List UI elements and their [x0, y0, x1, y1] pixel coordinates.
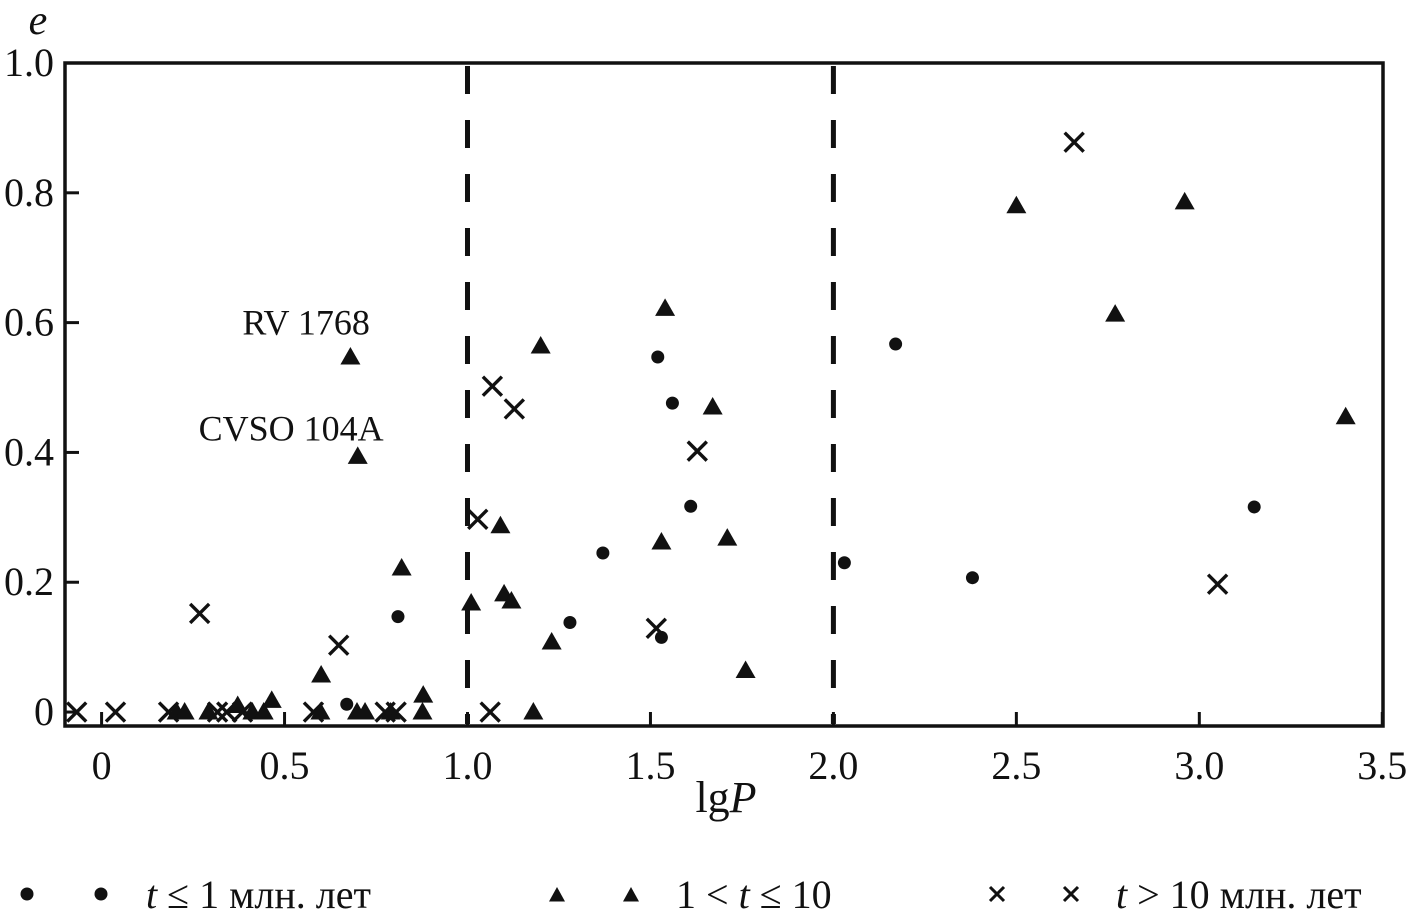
data-point-triangle — [227, 695, 248, 714]
plot-canvas: 0 0.5 1.0 1.5 2.0 2.5 3.0 3.500.20.40.60.81.0el… — [4, 0, 1407, 822]
plot-frame — [63, 61, 1385, 728]
data-point-triangle — [355, 702, 376, 720]
data-point-triangle — [412, 702, 433, 720]
data-point-triangle — [651, 531, 672, 550]
x-tick-label: 2.0 — [808, 743, 858, 788]
y-tick-label: 0.6 — [4, 300, 54, 345]
y-tick-label: 0.8 — [4, 170, 54, 215]
y-tick-label: 0.4 — [4, 429, 54, 474]
legend-label: 1 < t ≤ 10 — [676, 871, 832, 917]
data-point-triangle — [1105, 304, 1126, 322]
data-point-triangle — [1335, 406, 1356, 425]
data-point-circle — [651, 350, 665, 364]
triangle-marker-icon — [623, 887, 639, 902]
data-point-circle — [391, 610, 405, 624]
data-point-cross — [479, 701, 501, 723]
circle-marker-icon — [20, 887, 34, 901]
data-point-triangle — [340, 347, 361, 365]
data-point-cross — [157, 701, 180, 723]
x-tick-label: 1.0 — [442, 743, 492, 788]
data-point-circle — [654, 630, 668, 644]
data-point-triangle — [461, 593, 482, 611]
data-point-triangle — [523, 702, 544, 720]
data-point-triangle — [253, 702, 274, 720]
legend-label: t > 10 млн. лет — [1116, 871, 1362, 917]
data-point-circle — [665, 396, 679, 410]
data-point-circle — [965, 571, 979, 585]
data-point-cross — [206, 701, 229, 723]
legend-label: t ≤ 1 млн. лет — [146, 871, 371, 917]
data-point-cross — [1063, 131, 1085, 153]
y-tick-label: 0.2 — [4, 559, 54, 604]
legend-item-young: t ≤ 1 млн. лет — [16, 868, 371, 920]
data-point-triangle — [1006, 195, 1027, 214]
data-point-cross — [231, 701, 254, 723]
x-tick-label: 1.5 — [625, 743, 675, 788]
data-point-circle — [889, 337, 903, 351]
x-tick-label: 3.0 — [1174, 743, 1224, 788]
data-point-cross — [481, 375, 504, 397]
data-point-triangle — [413, 685, 434, 703]
legend: t ≤ 1 млн. лет 1 < t ≤ 10 t > 10 млн. ле… — [0, 868, 1408, 920]
data-point-cross — [302, 701, 325, 723]
data-point-triangle — [174, 702, 195, 720]
data-point-circle — [684, 499, 698, 513]
legend-item-old: t > 10 млн. лет — [986, 868, 1362, 920]
data-point-triangle — [717, 528, 738, 546]
data-point-triangle — [501, 591, 522, 609]
data-point-cross — [503, 398, 526, 420]
data-point-circle — [563, 615, 577, 629]
data-point-triangle — [702, 396, 723, 415]
data-point-cross — [467, 508, 489, 530]
data-point-triangle — [655, 298, 676, 316]
data-point-circle — [837, 556, 851, 570]
data-point-triangle — [541, 631, 562, 650]
data-point-cross — [645, 617, 668, 640]
y-tick-label: 1.0 — [4, 40, 54, 85]
data-point-cross — [188, 602, 211, 625]
data-point-triangle — [530, 335, 551, 354]
triangle-marker-icon — [549, 887, 565, 902]
data-point-triangle — [261, 690, 282, 708]
circle-marker-icon — [94, 887, 108, 901]
data-point-circle — [340, 697, 354, 711]
data-point-cross — [66, 701, 88, 723]
data-point-triangle — [735, 660, 756, 679]
y-tick-label: 0 — [34, 689, 54, 734]
cross-marker-icon — [988, 885, 1006, 903]
data-point-triangle — [311, 665, 332, 683]
data-point-cross — [1206, 573, 1229, 595]
annotation-label: RV 1768 — [242, 303, 369, 343]
data-point-cross — [686, 440, 708, 462]
data-point-triangle — [490, 515, 511, 534]
data-point-cross — [104, 701, 127, 723]
x-axis-title: lgP — [695, 773, 756, 822]
data-point-cross — [327, 634, 350, 656]
data-point-triangle — [380, 702, 401, 720]
cross-marker-icon — [1062, 885, 1080, 903]
legend-item-mid: 1 < t ≤ 10 — [546, 868, 832, 920]
x-tick-label: 0.5 — [260, 743, 310, 788]
x-tick-label: 3.5 — [1357, 743, 1407, 788]
data-point-triangle — [391, 557, 412, 576]
data-point-triangle — [1174, 191, 1195, 210]
data-point-cross — [216, 701, 238, 723]
annotation-label: CVSO 104A — [199, 408, 384, 448]
y-axis-title: e — [29, 0, 48, 44]
data-point-cross — [385, 701, 407, 723]
data-point-triangle — [347, 446, 368, 464]
data-point-circle — [596, 546, 610, 560]
data-point-circle — [1247, 500, 1261, 514]
x-tick-label: 0 — [92, 743, 112, 788]
x-tick-label: 2.5 — [991, 743, 1041, 788]
